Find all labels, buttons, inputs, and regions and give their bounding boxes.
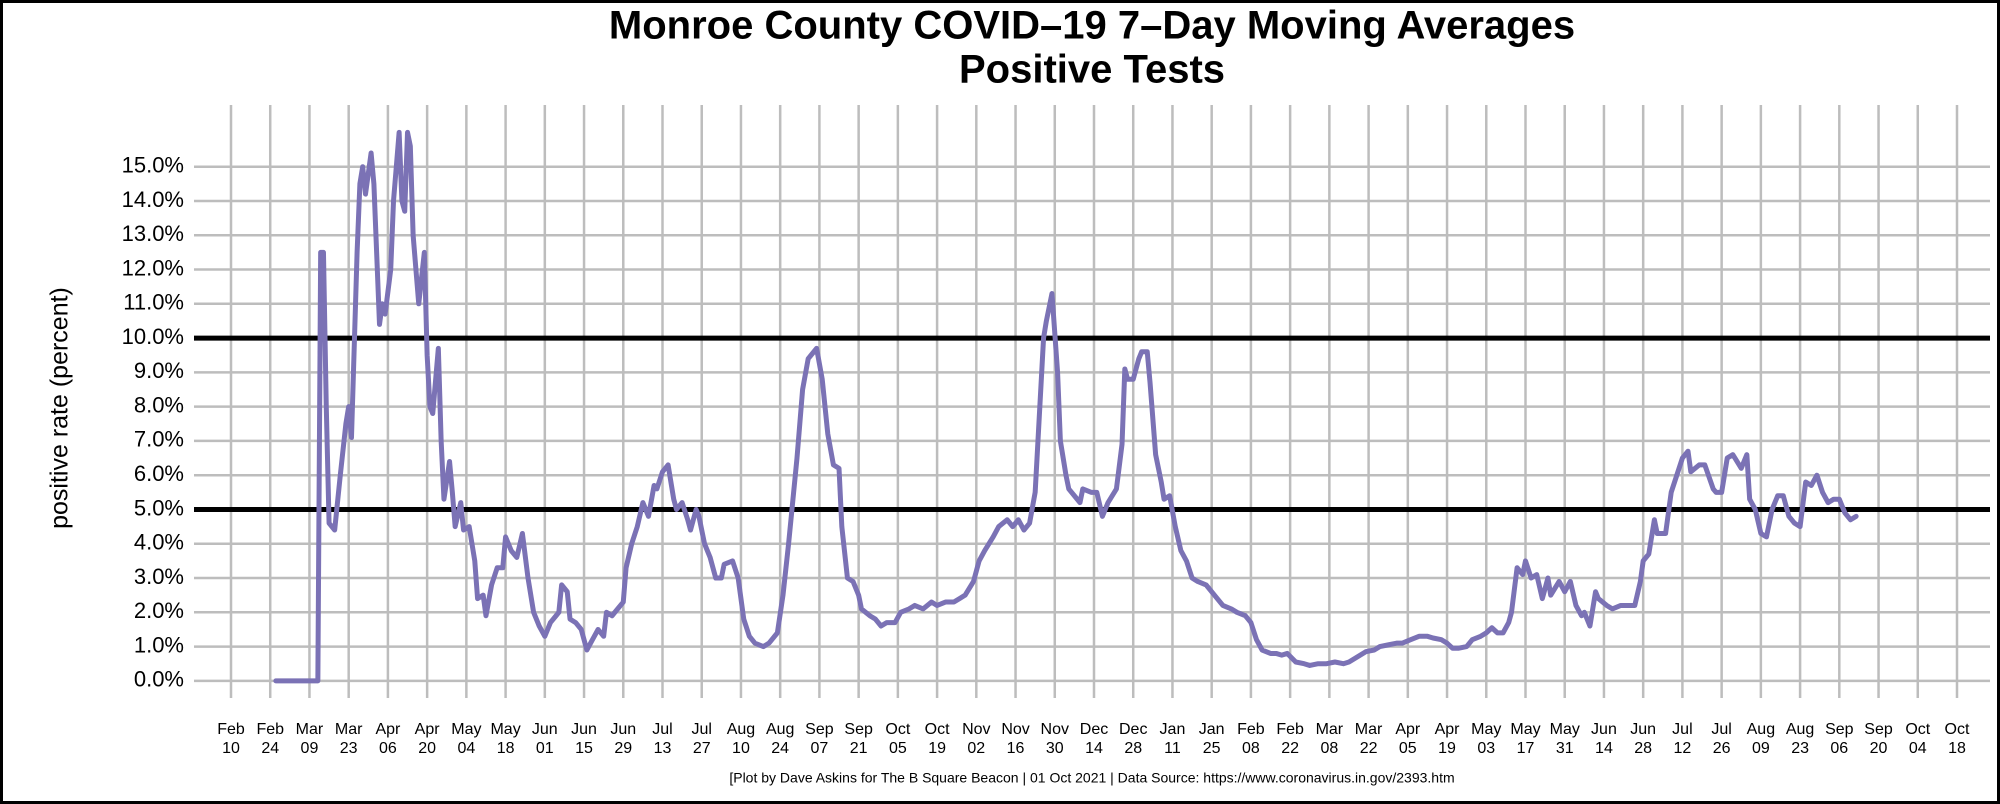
y-tick-label: 6.0% <box>134 461 184 486</box>
x-tick-label: Oct 18 <box>1945 721 1970 757</box>
x-tick-label: Apr 19 <box>1435 721 1461 757</box>
x-tick-label: Aug 23 <box>1786 721 1814 757</box>
x-tick-label: Jul 12 <box>1672 721 1692 757</box>
x-tick-label: Aug 09 <box>1747 721 1775 757</box>
x-tick-label: Feb 22 <box>1276 721 1304 757</box>
grid <box>194 105 1990 698</box>
marks <box>194 129 1990 684</box>
x-tick-label: Mar 22 <box>1355 721 1383 757</box>
x-tick-label: Nov 16 <box>1001 721 1029 757</box>
x-tick-label: May 31 <box>1550 721 1580 757</box>
y-tick-label: 14.0% <box>122 187 184 212</box>
x-tick-label: Jul 27 <box>692 721 712 757</box>
x-tick-label: Jan 11 <box>1160 721 1186 757</box>
x-tick-label: Mar 23 <box>335 721 363 757</box>
y-tick-label: 7.0% <box>134 427 184 452</box>
x-tick-label: Jan 25 <box>1199 721 1225 757</box>
y-tick-label: 10.0% <box>122 324 184 349</box>
x-tick-label: Oct 04 <box>1905 721 1930 757</box>
x-tick-label: Aug 10 <box>727 721 755 757</box>
x-tick-label: May 17 <box>1510 721 1540 757</box>
y-tick-label: 15.0% <box>122 153 184 178</box>
chart-subtitle: Positive Tests <box>959 48 1225 92</box>
x-tick-label: Oct 05 <box>885 721 910 757</box>
data-line <box>273 129 1859 684</box>
x-tick-label: Dec 14 <box>1080 721 1108 757</box>
x-tick-label: Nov 02 <box>962 721 990 757</box>
y-tick-label: 2.0% <box>134 598 184 623</box>
x-tick-label: Apr 20 <box>415 721 441 757</box>
x-tick-label: Sep 21 <box>844 721 873 757</box>
x-tick-label: Jul 26 <box>1711 721 1731 757</box>
x-tick-label: Aug 24 <box>766 721 794 757</box>
x-tick-label: Oct 19 <box>925 721 950 757</box>
x-tick-label: Mar 08 <box>1316 721 1344 757</box>
y-tick-label: 5.0% <box>134 495 184 520</box>
x-tick-label: Jun 15 <box>571 721 597 757</box>
x-tick-label: Dec 28 <box>1119 721 1147 757</box>
x-tick-label: Apr 06 <box>375 721 401 757</box>
chart-title: Monroe County COVID–19 7–Day Moving Aver… <box>609 4 1575 48</box>
y-tick-label: 11.0% <box>123 290 184 315</box>
x-tick-label: Jun 01 <box>532 721 558 757</box>
x-tick-label: Jun 14 <box>1591 721 1617 757</box>
x-tick-label: Feb 10 <box>217 721 245 757</box>
y-tick-label: 13.0% <box>122 221 184 246</box>
x-tick-label: Nov 30 <box>1041 721 1069 757</box>
x-tick-label: Sep 20 <box>1864 721 1893 757</box>
x-tick-label: Mar 09 <box>296 721 324 757</box>
y-axis-label: positive rate (percent) <box>46 287 74 529</box>
y-tick-label: 12.0% <box>122 255 184 280</box>
x-tick-label: Sep 07 <box>805 721 834 757</box>
x-tick-label: Apr 05 <box>1395 721 1421 757</box>
y-tick-label: 3.0% <box>134 564 184 589</box>
x-tick-label: Jul 13 <box>652 721 672 757</box>
y-tick-label: 0.0% <box>134 667 184 692</box>
x-tick-label: May 03 <box>1471 721 1501 757</box>
y-tick-label: 8.0% <box>134 392 184 417</box>
footer: [Plot by Dave Askins for The B Square Be… <box>729 770 1454 786</box>
y-tick-label: 1.0% <box>134 632 184 657</box>
x-tick-label: Jun 29 <box>610 721 636 757</box>
x-tick-label: May 04 <box>451 721 481 757</box>
y-tick-label: 9.0% <box>134 358 184 383</box>
x-tick-label: Jun 28 <box>1630 721 1656 757</box>
y-tick-label: 4.0% <box>134 530 184 555</box>
x-tick-label: Sep 06 <box>1825 721 1854 757</box>
x-tick-label: May 18 <box>490 721 520 757</box>
x-tick-label: Feb 24 <box>256 721 284 757</box>
x-tick-label: Feb 08 <box>1237 721 1265 757</box>
